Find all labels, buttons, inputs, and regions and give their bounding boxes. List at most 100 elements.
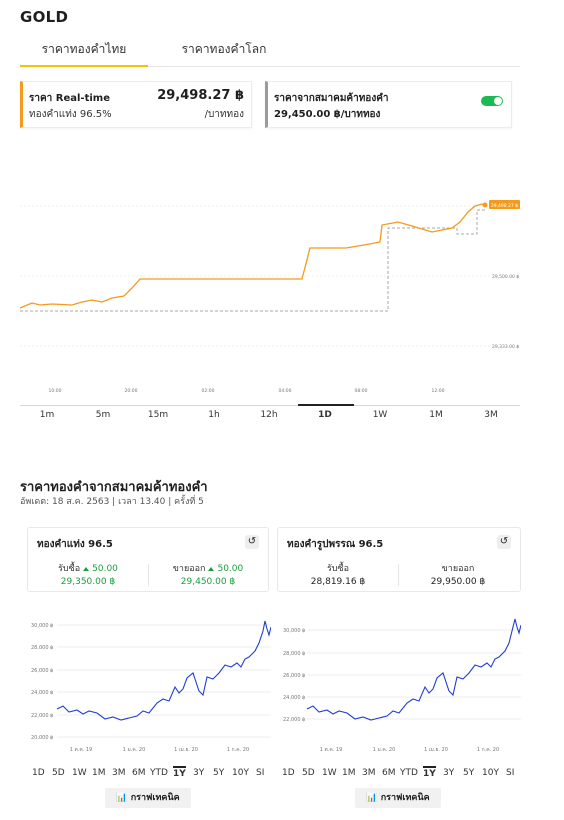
mini-price-line (56, 620, 271, 721)
buy-column: รับซื้อ 28,819.16 ฿ (278, 561, 398, 587)
sell-label: ขายออก (441, 564, 475, 574)
range-1h[interactable]: 1h (208, 410, 220, 420)
mini-range-1m[interactable]: 1M (92, 768, 106, 778)
technical-chart-label: กราฟเทคนิค (380, 793, 430, 803)
range-1m[interactable]: 1m (39, 410, 55, 420)
mini-range-5y[interactable]: 5Y (213, 768, 225, 778)
sell-column: ขายออก 50.00 29,450.00 ฿ (148, 561, 268, 587)
active-range-indicator (298, 404, 354, 406)
technical-chart-label: กราฟเทคนิค (130, 793, 180, 803)
mini-range-5y[interactable]: 5Y (463, 768, 475, 778)
sell-price: 29,950.00 ฿ (430, 577, 486, 587)
x-tick-label: 10:00 (49, 388, 62, 394)
realtime-sub: ทองคำแท่ง 96.5% (29, 109, 112, 120)
association-label: ราคาจากสมาคมค้าทองคำ (274, 93, 389, 104)
mini-range-si[interactable]: SI (256, 768, 265, 778)
current-price-tag-text: 29,498.27 ฿ (491, 203, 518, 209)
mini-range-1d[interactable]: 1D (282, 768, 295, 778)
x-tick-label: 1 ม.ค. 20 (373, 747, 396, 753)
x-tick-label: 12:00 (432, 388, 445, 394)
mini-range-1w[interactable]: 1W (72, 768, 87, 778)
intraday-chart[interactable]: 29,498.27 ฿ 29,500.00 ฿ 29,333.00 ฿ 10:0… (20, 140, 530, 405)
realtime-label: ราคา Real-time (29, 93, 110, 104)
association-toggle[interactable] (481, 96, 503, 106)
current-price-tag (489, 200, 520, 209)
mini-range-ytd[interactable]: YTD (150, 768, 168, 778)
x-tick-label: 1 เม.ย. 20 (174, 747, 198, 753)
mini-range-6m[interactable]: 6M (382, 768, 396, 778)
sell-price: 29,450.00 ฿ (180, 577, 236, 587)
up-arrow-icon (83, 566, 90, 571)
range-1w[interactable]: 1W (372, 410, 388, 420)
mini-range-1w[interactable]: 1W (322, 768, 337, 778)
y-tick-label: 24,000 ฿ (31, 690, 53, 696)
association-price-card: ราคาจากสมาคมค้าทองคำ 29,450.00 ฿/บาททอง (265, 81, 512, 128)
mini-range-10y[interactable]: 10Y (232, 768, 249, 778)
range-5m[interactable]: 5m (95, 410, 111, 420)
mini-chart-bar[interactable]: 30,000 ฿ 28,000 ฿ 26,000 ฿ 24,000 ฿ 22,0… (27, 603, 271, 761)
buy-price: 29,350.00 ฿ (60, 577, 116, 587)
mini-range-1y[interactable]: 1Y (423, 766, 436, 779)
buy-price: 28,819.16 ฿ (310, 577, 366, 587)
y-tick-label: 26,000 ฿ (283, 673, 305, 679)
mini-range-1y[interactable]: 1Y (173, 766, 186, 779)
range-1mo[interactable]: 1M (429, 410, 443, 420)
x-tick-label: 02:00 (202, 388, 215, 394)
x-tick-label: 1 เม.ย. 20 (424, 747, 448, 753)
y-tick-label: 24,000 ฿ (283, 695, 305, 701)
x-tick-label: 1 ต.ค. 19 (320, 747, 343, 753)
mini-range-1d[interactable]: 1D (32, 768, 45, 778)
range-3m[interactable]: 3M (484, 410, 498, 420)
mini-chart-ornament[interactable]: 30,000 ฿ 28,000 ฿ 26,000 ฿ 24,000 ฿ 22,0… (277, 603, 521, 761)
y-tick-label: 28,000 ฿ (283, 651, 305, 657)
x-tick-label: 1 ก.ค. 20 (477, 747, 499, 753)
mini-price-line (306, 618, 521, 721)
history-icon[interactable]: ↺ (497, 535, 511, 549)
range-1d[interactable]: 1D (318, 410, 332, 420)
mini-range-5d[interactable]: 5D (302, 768, 315, 778)
toggle-knob (494, 97, 502, 105)
current-price-dot (482, 202, 488, 208)
mini-range-5d[interactable]: 5D (52, 768, 65, 778)
y-tick-label: 30,000 ฿ (283, 628, 305, 634)
mini-range-1m[interactable]: 1M (342, 768, 356, 778)
realtime-price-card: ราคา Real-time ทองคำแท่ง 96.5% 29,498.27… (20, 81, 252, 128)
price-card-bar: ทองคำแท่ง 96.5 ↺ รับซื้อ 50.00 29,350.00 … (27, 527, 269, 592)
association-price-line (20, 209, 485, 312)
mini-range-10y[interactable]: 10Y (482, 768, 499, 778)
x-tick-label: 1 ม.ค. 20 (123, 747, 146, 753)
mini-range-selector-ornament: 1D 5D 1W 1M 3M 6M YTD 1Y 3Y 5Y 10Y SI (280, 764, 516, 784)
y-tick-label: 29,500.00 ฿ (492, 274, 519, 280)
y-tick-label: 29,333.00 ฿ (492, 344, 519, 350)
divider (398, 564, 399, 586)
buy-label: รับซื้อ (58, 564, 81, 574)
range-15m[interactable]: 15m (147, 410, 169, 420)
page-title: GOLD (20, 8, 69, 26)
x-tick-label: 1 ก.ค. 20 (227, 747, 249, 753)
mini-range-si[interactable]: SI (506, 768, 515, 778)
realtime-price-line (20, 203, 486, 309)
price-card-title: ทองคำรูปพรรณ 96.5 (287, 539, 384, 550)
chart-icon: 📊 (366, 793, 378, 803)
mini-range-6m[interactable]: 6M (132, 768, 146, 778)
buy-label: รับซื้อ (326, 564, 350, 574)
mini-range-3y[interactable]: 3Y (443, 768, 455, 778)
technical-chart-button[interactable]: 📊 กราฟเทคนิค (105, 788, 191, 808)
tab-world-gold[interactable]: ราคาทองคำโลก (181, 42, 267, 56)
x-tick-label: 08:00 (355, 388, 368, 394)
price-card-ornament: ทองคำรูปพรรณ 96.5 ↺ รับซื้อ 28,819.16 ฿ … (277, 527, 521, 592)
mini-range-selector-bar: 1D 5D 1W 1M 3M 6M YTD 1Y 3Y 5Y 10Y SI (30, 764, 266, 784)
x-tick-label: 1 ต.ค. 19 (70, 747, 93, 753)
y-tick-label: 28,000 ฿ (31, 645, 53, 651)
tab-thai-gold[interactable]: ราคาทองคำไทย (20, 40, 148, 67)
range-12h[interactable]: 12h (260, 410, 278, 420)
sell-change: 50.00 (217, 564, 244, 574)
mini-range-3m[interactable]: 3M (362, 768, 376, 778)
history-icon[interactable]: ↺ (245, 535, 259, 549)
mini-range-3y[interactable]: 3Y (193, 768, 205, 778)
mini-range-3m[interactable]: 3M (112, 768, 126, 778)
buy-column: รับซื้อ 50.00 29,350.00 ฿ (28, 561, 148, 587)
y-tick-label: 22,000 ฿ (31, 713, 53, 719)
technical-chart-button[interactable]: 📊 กราฟเทคนิค (355, 788, 441, 808)
mini-range-ytd[interactable]: YTD (400, 768, 418, 778)
